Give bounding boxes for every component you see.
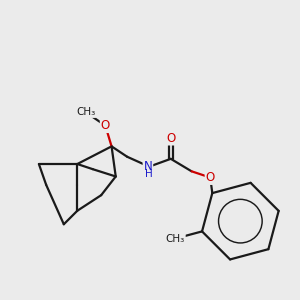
Text: H: H	[146, 169, 153, 179]
Text: N: N	[143, 160, 152, 172]
Text: O: O	[206, 171, 215, 184]
Text: CH₃: CH₃	[166, 234, 185, 244]
Text: O: O	[101, 119, 110, 132]
Text: CH₃: CH₃	[76, 107, 95, 117]
Text: O: O	[166, 132, 176, 145]
